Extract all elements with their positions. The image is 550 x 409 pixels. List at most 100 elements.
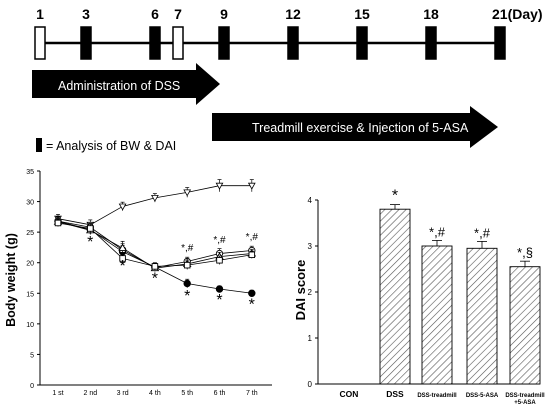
timeline-day-label: 12: [285, 6, 301, 22]
body-weight-x-tick-label: 5 th: [181, 390, 193, 397]
dai-y-tick-label: 4: [308, 196, 313, 205]
body-weight-y-tick-label: 5: [30, 352, 34, 359]
body-weight-x-tick-label: 2 nd: [83, 390, 97, 397]
dai-y-tick-label: 1: [308, 334, 313, 343]
body-weight-x-tick-label: 6 th: [214, 390, 226, 397]
dss-arrow-label: Administration of DSS: [58, 79, 180, 93]
dai-bar: [421, 245, 453, 385]
data-point: [151, 195, 159, 202]
legend: = Analysis of BW & DAI: [36, 138, 176, 153]
body-weight-y-tick-label: 35: [26, 169, 34, 176]
timeline-filled-marker: [80, 26, 92, 60]
legend-label: = Analysis of BW & DAI: [46, 139, 176, 153]
data-point: [215, 285, 224, 293]
data-point: [151, 263, 159, 270]
significance-mark: *,#: [246, 232, 259, 243]
body-weight-series: [53, 179, 257, 297]
timeline-open-marker: [34, 26, 46, 60]
body-weight-annotations: * * * * * * *,# *,# *,#: [87, 232, 258, 314]
treadmill-arrow-label: Treadmill exercise & Injection of 5-ASA: [252, 121, 469, 135]
treadmill-arrow: Treadmill exercise & Injection of 5-ASA: [212, 106, 498, 148]
timeline-day-label: 3: [82, 6, 90, 22]
data-point: [119, 255, 126, 262]
timeline-filled-marker: [494, 26, 506, 60]
dai-bar: [509, 266, 541, 385]
significance-mark: *: [392, 188, 398, 205]
dai-x-tick-label: DSS-5-ASA: [466, 393, 499, 399]
timeline-markers: [34, 26, 506, 60]
dss-arrow-shape: [32, 63, 220, 105]
body-weight-x-tick-label: 4 th: [149, 390, 161, 397]
body-weight-y-tick-label: 0: [30, 383, 34, 390]
body-weight-y-tick-label: 15: [26, 291, 34, 298]
body-weight-y-tick-label: 10: [26, 322, 34, 329]
significance-mark: *: [87, 234, 93, 251]
data-point: [248, 251, 256, 259]
timeline-day-label: 21(Day): [492, 6, 543, 22]
data-point: [248, 289, 256, 297]
significance-mark: *,#: [429, 224, 446, 239]
dai-y-tick-label: 0: [308, 380, 313, 389]
dai-y-tick-label: 2: [308, 288, 313, 297]
body-weight-x-tick-label: 1 st: [52, 390, 63, 397]
data-point: [247, 182, 256, 190]
timeline-day-label: 18: [423, 6, 439, 22]
significance-mark: *: [119, 258, 125, 275]
data-point: [183, 279, 191, 288]
timeline-day-label: 7: [174, 6, 182, 22]
timeline-day-labels: 1 3 6 7 9 12 15 18 21(Day): [36, 6, 542, 22]
dai-y-tick-label: 3: [308, 242, 313, 251]
body-weight-y-tick-label: 20: [26, 261, 34, 268]
body-weight-x-tick-label: 3 rd: [117, 390, 129, 397]
timeline-filled-marker: [218, 26, 230, 60]
body-weight-chart: 0 5 10 15 20 25 30 35 1 st 2 nd 3 rd 4 th 5 th 6 th 7 …: [4, 169, 272, 397]
dss-arrow: Administration of DSS: [32, 63, 220, 105]
treadmill-arrow-shape: [212, 106, 498, 148]
body-weight-y-tick-label: 30: [26, 200, 34, 207]
timeline-filled-marker: [425, 26, 437, 60]
significance-mark: *,#: [474, 225, 491, 240]
significance-mark: *: [184, 288, 190, 305]
body-weight-y-tick-label: 25: [26, 230, 34, 237]
timeline-day-label: 6: [151, 6, 159, 22]
dai-bar: [379, 208, 411, 385]
dai-x-tick-label: DSS-treadmill: [417, 393, 457, 399]
timeline-day-label: 15: [354, 6, 370, 22]
data-point: [118, 243, 127, 251]
data-point: [183, 189, 192, 197]
dai-y-label: DAI score: [293, 260, 308, 321]
legend-symbol: [36, 138, 42, 152]
data-point: [215, 182, 224, 190]
dai-x-tick-label: DSS-treadmill: [505, 393, 545, 399]
dai-score-chart: 0 1 2 3 4 CON * DSS *,# DSS-treadmill *,# DSS-5-AS…: [293, 188, 545, 406]
dai-bar: [466, 247, 498, 385]
timeline: 1 3 6 7 9 12 15 18 21(Day) Administration of DSS…: [32, 6, 543, 153]
data-point: [54, 219, 62, 227]
significance-mark: *: [249, 296, 255, 313]
timeline-filled-marker: [356, 26, 368, 60]
dai-x-tick-label: +5-ASA: [514, 400, 536, 406]
body-weight-axes: 0 5 10 15 20 25 30 35 1 st 2 nd 3 rd 4 th 5 th 6 th 7 …: [26, 169, 272, 397]
data-point: [216, 257, 223, 264]
data-point: [183, 261, 191, 269]
body-weight-series-triangle-down: [54, 179, 256, 230]
dai-x-tick-label: DSS: [386, 389, 404, 399]
body-weight-line: [57, 185, 252, 226]
timeline-day-label: 9: [220, 6, 228, 22]
significance-mark: *,#: [213, 235, 226, 246]
significance-mark: *,§: [517, 245, 533, 260]
timeline-filled-marker: [149, 26, 161, 60]
significance-mark: *,#: [181, 243, 194, 254]
body-weight-y-label: Body weight (g): [4, 233, 18, 327]
timeline-filled-marker: [287, 26, 299, 60]
data-point: [118, 203, 127, 211]
timeline-day-label: 1: [36, 6, 44, 22]
data-point: [87, 225, 94, 232]
body-weight-series-square-open: [54, 218, 256, 271]
body-weight-x-tick-label: 7 th: [246, 390, 258, 397]
significance-mark: *: [216, 292, 222, 309]
dai-bars: CON * DSS *,# DSS-treadmill *,# DSS-5-ASA *,§ DS…: [340, 188, 545, 406]
dai-x-tick-label: CON: [340, 389, 359, 399]
timeline-open-marker: [172, 26, 184, 60]
